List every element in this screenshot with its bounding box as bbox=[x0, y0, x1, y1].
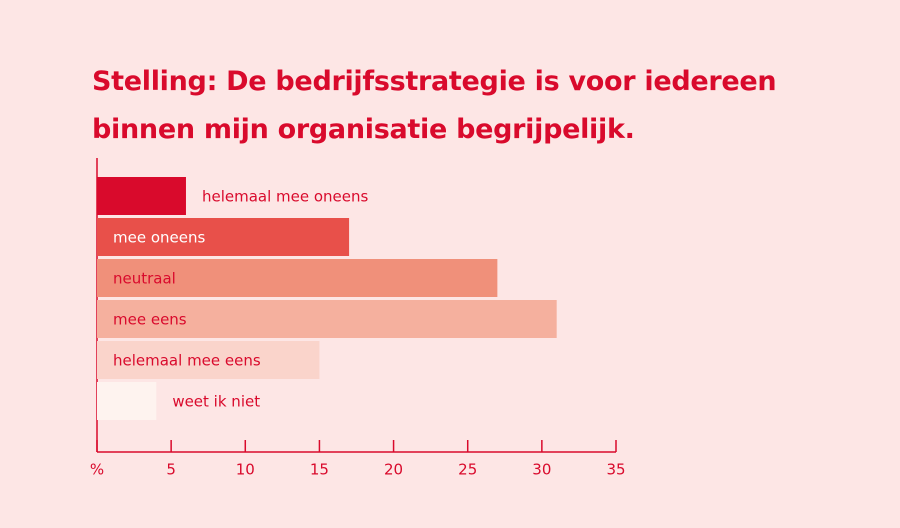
chart-title: Stelling: De bedrijfsstrategie is voor i… bbox=[92, 66, 777, 145]
bar-label: helemaal mee oneens bbox=[202, 188, 369, 206]
bar bbox=[97, 218, 350, 256]
x-tick-label: 5 bbox=[166, 461, 176, 479]
x-tick-label: % bbox=[90, 461, 104, 479]
bar-label: mee eens bbox=[113, 311, 187, 329]
bar-label: mee oneens bbox=[113, 229, 205, 247]
bar bbox=[97, 341, 320, 379]
x-tick-label: 30 bbox=[532, 461, 551, 479]
bar-label: weet ik niet bbox=[172, 393, 260, 411]
x-tick-label: 15 bbox=[310, 461, 329, 479]
bar bbox=[97, 177, 186, 215]
x-tick-label: 20 bbox=[384, 461, 403, 479]
x-tick-label: 35 bbox=[606, 461, 625, 479]
x-tick-label: 25 bbox=[458, 461, 477, 479]
bar-label: helemaal mee eens bbox=[113, 352, 261, 370]
bar-label: neutraal bbox=[113, 270, 176, 288]
bar bbox=[97, 259, 498, 297]
x-tick-label: 10 bbox=[236, 461, 255, 479]
bar bbox=[97, 382, 157, 420]
bar bbox=[97, 300, 557, 338]
